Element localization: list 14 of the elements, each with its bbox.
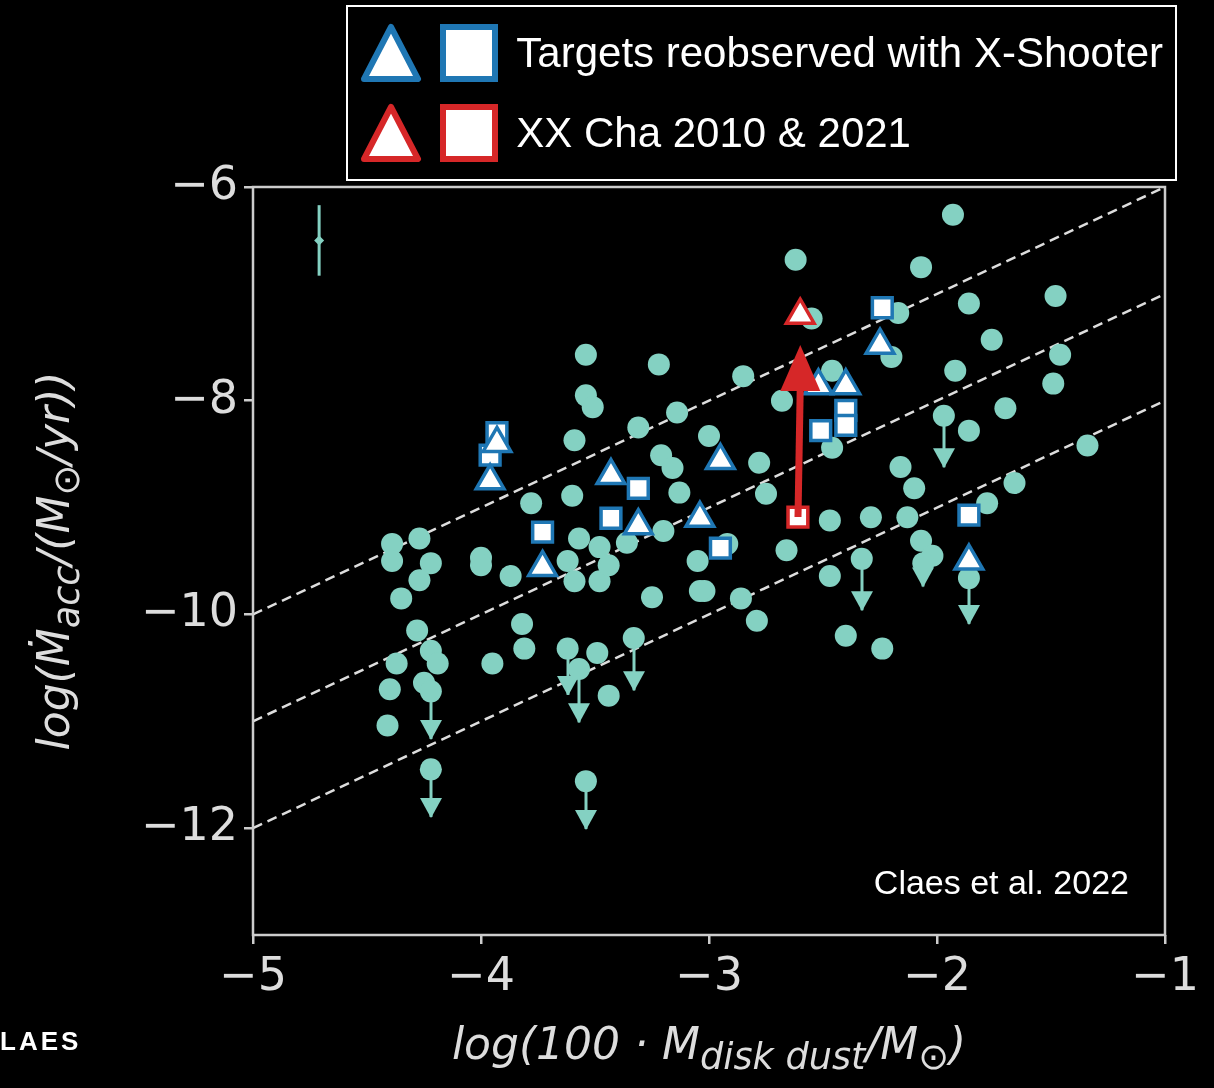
text: LAES	[0, 1026, 82, 1057]
x-tick-label: −3	[675, 946, 743, 1001]
x-tick-label: −4	[447, 946, 515, 1001]
x-tick-label: −1	[1131, 946, 1199, 1001]
x-axis-title: log(100 · M$_{disk dust}$/M$_{⊙}$)	[451, 1018, 967, 1078]
y-tick-label: −8	[170, 369, 238, 424]
y-tick-label: −12	[140, 797, 238, 852]
legend-label: Targets reobserved with X-Shooter	[516, 29, 1163, 77]
x-tick-label: −5	[219, 946, 287, 1001]
annotation: Claes et al. 2022	[873, 863, 1129, 902]
legend-label: XX Cha 2010 & 2021	[516, 109, 911, 157]
y-tick-label: −6	[170, 155, 238, 210]
x-tick-label: −2	[903, 946, 971, 1001]
y-tick-label: −10	[140, 583, 238, 638]
